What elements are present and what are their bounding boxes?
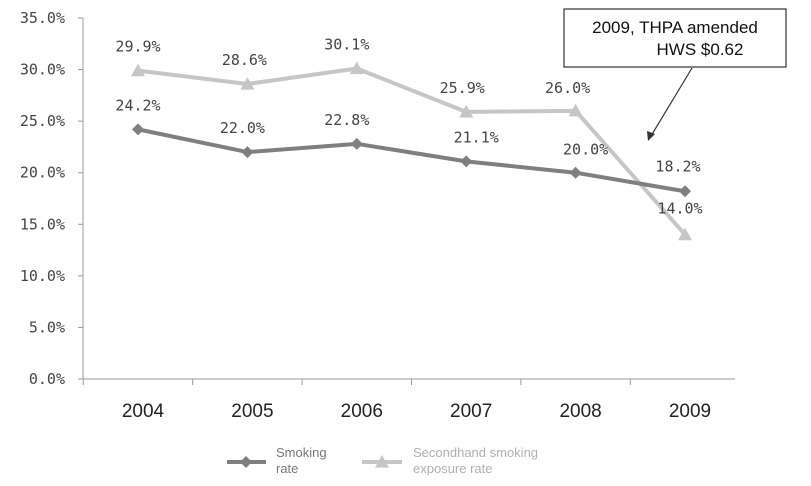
- data-point: [351, 138, 363, 150]
- legend-label: Secondhand smoking: [413, 445, 538, 460]
- data-label: 21.1%: [454, 128, 499, 146]
- y-tick-label: 25.0%: [20, 112, 65, 130]
- y-tick-label: 0.0%: [29, 370, 65, 388]
- data-point: [570, 167, 582, 179]
- data-point: [132, 123, 144, 135]
- data-label: 18.2%: [655, 157, 700, 175]
- data-point: [460, 155, 472, 167]
- y-tick-label: 5.0%: [29, 318, 65, 336]
- data-label: 24.2%: [115, 96, 160, 114]
- x-tick-label: 2009: [669, 401, 711, 422]
- data-label: 20.0%: [563, 141, 608, 159]
- data-label: 26.0%: [545, 79, 590, 97]
- annotation-text: HWS $0.62: [657, 40, 744, 59]
- legend-label: Smoking: [276, 445, 327, 460]
- annotation-arrow: [651, 68, 692, 136]
- data-label: 28.6%: [222, 51, 267, 69]
- data-label: 22.0%: [220, 119, 265, 137]
- series-line-smoking-rate: [138, 129, 685, 191]
- y-tick-label: 10.0%: [20, 267, 65, 285]
- y-tick-label: 15.0%: [20, 215, 65, 233]
- data-label: 22.8%: [324, 111, 369, 129]
- annotation: 2009, THPA amended HWS $0.62: [564, 9, 786, 141]
- legend-label: rate: [276, 461, 298, 476]
- legend-swatch-marker: [240, 456, 252, 468]
- axes: 0.0% 5.0% 10.0% 15.0% 20.0% 25.0% 30.0% 35.0% 20…: [20, 9, 735, 422]
- y-tick-label: 35.0%: [20, 9, 65, 27]
- x-tick-label: 2008: [559, 401, 601, 422]
- x-tick-label: 2004: [122, 401, 165, 422]
- y-tick-label: 20.0%: [20, 164, 65, 182]
- data-label: 29.9%: [115, 38, 160, 56]
- data-point: [679, 185, 691, 197]
- data-label: 30.1%: [324, 36, 369, 54]
- x-tick-label: 2006: [341, 401, 383, 422]
- annotation-text: 2009, THPA amended: [592, 18, 758, 37]
- x-tick-label: 2007: [450, 401, 492, 422]
- data-label: 14.0%: [657, 200, 702, 218]
- x-tick-label: 2005: [231, 401, 273, 422]
- data-label: 25.9%: [440, 79, 485, 97]
- legend-label: exposure rate: [413, 461, 493, 476]
- data-point: [241, 146, 253, 158]
- y-tick-label: 30.0%: [20, 61, 65, 79]
